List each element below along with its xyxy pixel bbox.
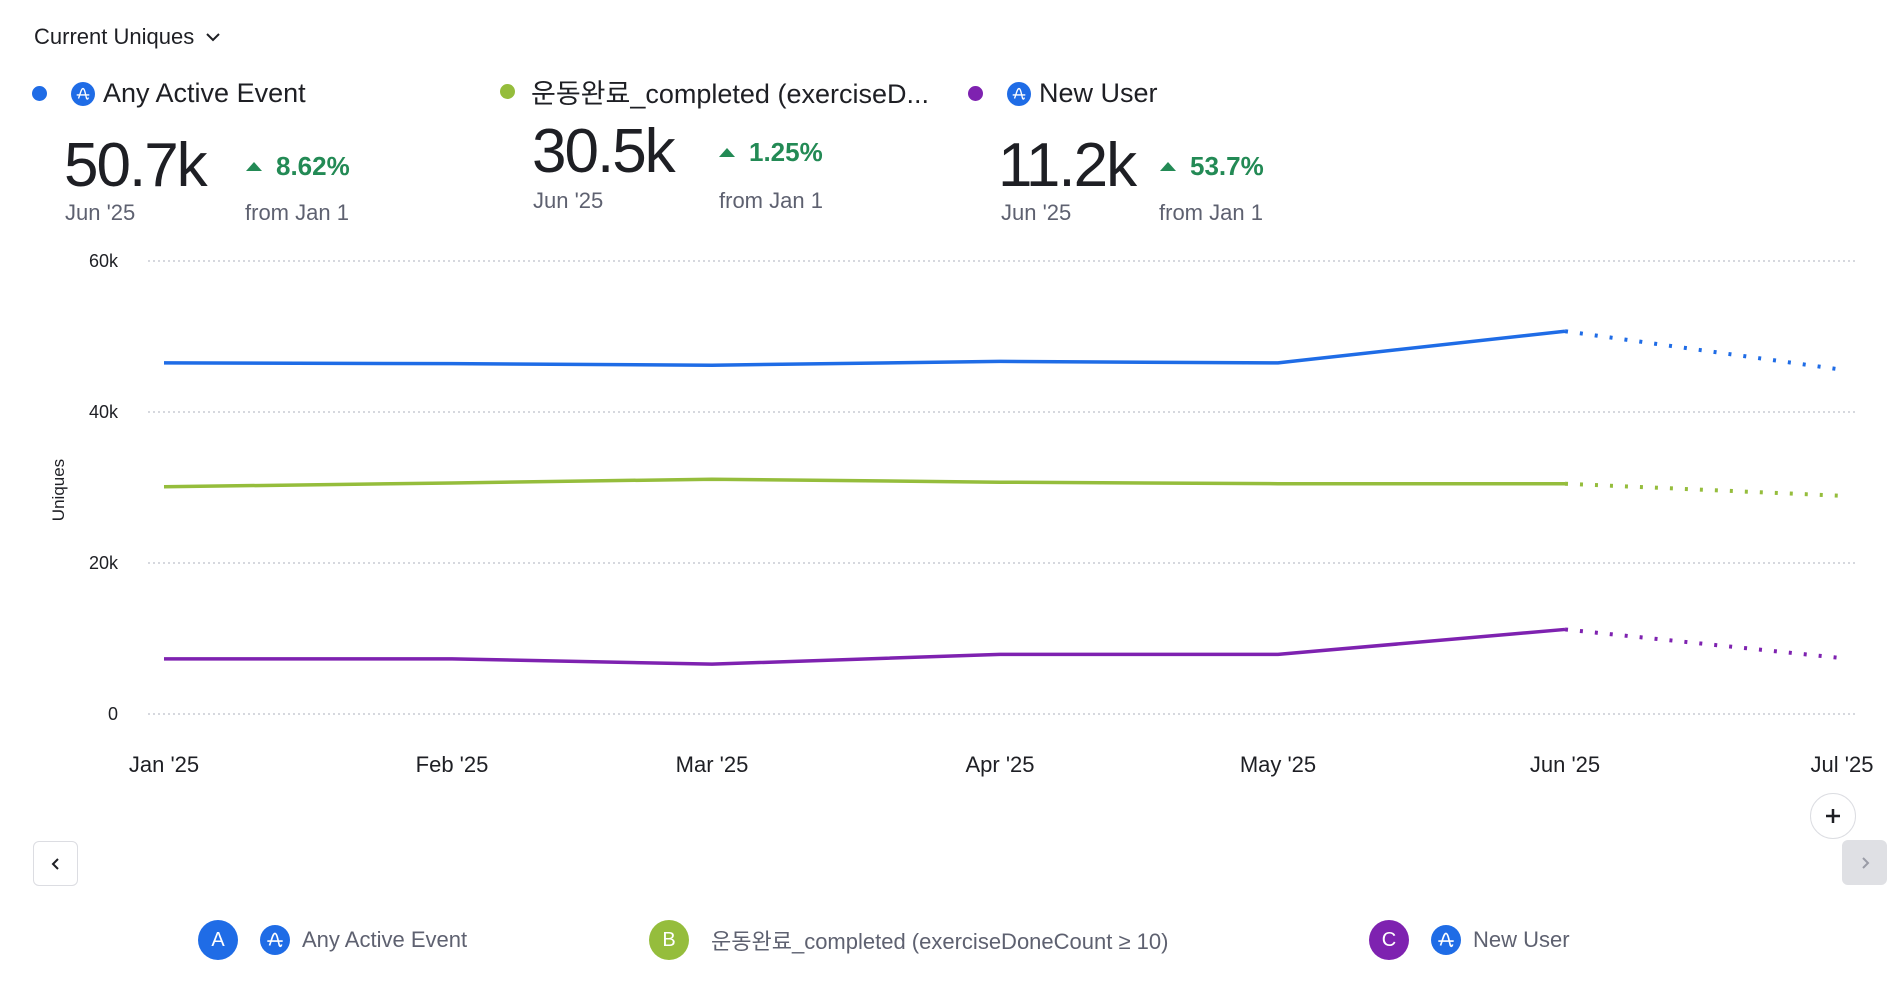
x-tick-label: Jan '25 <box>129 752 199 777</box>
series-forecast-a[interactable] <box>1564 329 1843 372</box>
x-tick-label: Feb '25 <box>416 752 489 777</box>
series-color-dot <box>32 86 47 101</box>
data-point[interactable] <box>1272 648 1284 660</box>
data-point[interactable] <box>706 658 718 670</box>
up-arrow-icon <box>246 162 262 171</box>
summary-value: 30.5k <box>532 117 676 186</box>
summary-change-value: 1.25% <box>749 137 823 167</box>
summary-period: Jun '25 <box>533 188 604 213</box>
y-tick-label: 20k <box>89 553 119 573</box>
data-point[interactable] <box>706 359 718 371</box>
data-point[interactable] <box>1559 325 1571 337</box>
data-point[interactable] <box>158 653 170 665</box>
legend-item-b[interactable]: B 운동완료_completed (exerciseDoneCount ≥ 10… <box>649 920 1168 960</box>
up-arrow-icon <box>1160 162 1176 171</box>
y-tick-label: 0 <box>108 704 118 724</box>
chevron-right-icon <box>1861 856 1869 869</box>
previous-page-button[interactable] <box>33 841 78 886</box>
series-forecast-b[interactable] <box>1564 481 1843 498</box>
summary-change: 53.7% <box>1160 151 1264 182</box>
x-tick-label: May '25 <box>1240 752 1316 777</box>
summary-any-active-event: Any Active Event 50.7k Jun '25 8.62% fro… <box>32 78 350 225</box>
series-line-c[interactable] <box>164 627 1566 666</box>
summary-change: 8.62% <box>246 151 350 182</box>
data-point[interactable] <box>1272 357 1284 369</box>
legend-item-a[interactable]: A Any Active Event <box>198 920 467 960</box>
summary-new-user: New User 11.2k Jun '25 53.7% from Jan 1 <box>968 78 1264 225</box>
plus-icon <box>1826 809 1840 823</box>
summary-title: New User <box>1039 78 1158 108</box>
y-axis-label: Uniques <box>49 459 68 521</box>
summary-exercise-completed: 운동완료_completed (exerciseD... 30.5k Jun '… <box>500 72 929 213</box>
summary-change-value: 53.7% <box>1190 151 1264 181</box>
summary-period: Jun '25 <box>65 200 136 225</box>
data-point[interactable] <box>1272 478 1284 490</box>
data-point[interactable] <box>994 476 1006 488</box>
series-badge: A <box>198 920 238 960</box>
data-point[interactable] <box>994 355 1006 367</box>
series-badge: C <box>1369 920 1409 960</box>
summary-change-label: from Jan 1 <box>719 188 823 213</box>
data-point[interactable] <box>1559 478 1571 490</box>
data-point[interactable] <box>446 477 458 489</box>
data-point[interactable] <box>706 473 718 485</box>
x-tick-label: Jun '25 <box>1530 752 1600 777</box>
data-point[interactable] <box>1559 623 1571 635</box>
chevron-left-icon <box>51 857 59 870</box>
summary-change-label: from Jan 1 <box>245 200 349 225</box>
series-line-b[interactable] <box>163 477 1565 489</box>
y-tick-label: 60k <box>89 251 119 271</box>
chevron-down-icon <box>206 33 220 42</box>
amplitude-icon <box>71 81 95 106</box>
series-line-a[interactable] <box>163 329 1566 367</box>
summary-period: Jun '25 <box>1001 200 1072 225</box>
x-tick-label: Mar '25 <box>676 752 749 777</box>
data-point[interactable] <box>1836 652 1848 664</box>
series-badge: B <box>649 920 689 960</box>
x-tick-label: Apr '25 <box>965 752 1034 777</box>
metric-selector[interactable]: Current Uniques <box>34 24 222 50</box>
amplitude-icon <box>1431 925 1461 955</box>
summary-change-label: from Jan 1 <box>1159 200 1263 225</box>
summary-value: 11.2k <box>998 131 1137 200</box>
metric-selector-label: Current Uniques <box>34 24 195 49</box>
series-color-dot <box>968 86 983 101</box>
data-point[interactable] <box>1836 364 1848 376</box>
summary-change: 1.25% <box>719 137 823 168</box>
amplitude-icon <box>1007 81 1031 106</box>
summary-change-value: 8.62% <box>276 151 350 181</box>
line-chart: 0 20k 40k 60k Uniques Jan '25 Feb '25 Mar '25… <box>49 251 1874 777</box>
add-annotation-button[interactable] <box>1810 793 1856 839</box>
legend-label: New User <box>1473 927 1570 952</box>
summary-title: Any Active Event <box>103 78 306 108</box>
summary-title: 운동완료_completed (exerciseD... <box>531 79 929 109</box>
legend-label: 운동완료_completed (exerciseDoneCount ≥ 10) <box>711 929 1169 954</box>
legend-item-c[interactable]: C New User <box>1369 920 1570 960</box>
up-arrow-icon <box>719 148 735 157</box>
summary-value: 50.7k <box>64 131 208 200</box>
data-point[interactable] <box>994 648 1006 660</box>
data-point[interactable] <box>446 653 458 665</box>
y-tick-label: 40k <box>89 402 119 422</box>
next-page-button[interactable] <box>1842 840 1887 885</box>
legend-label: Any Active Event <box>302 927 468 952</box>
series-color-dot <box>500 84 515 99</box>
data-point[interactable] <box>158 357 170 369</box>
x-tick-label: Jul '25 <box>1811 752 1874 777</box>
data-point[interactable] <box>1836 490 1848 502</box>
data-point[interactable] <box>158 481 170 493</box>
series-forecast-c[interactable] <box>1564 627 1843 661</box>
data-point[interactable] <box>446 358 458 370</box>
amplitude-icon <box>260 925 290 955</box>
